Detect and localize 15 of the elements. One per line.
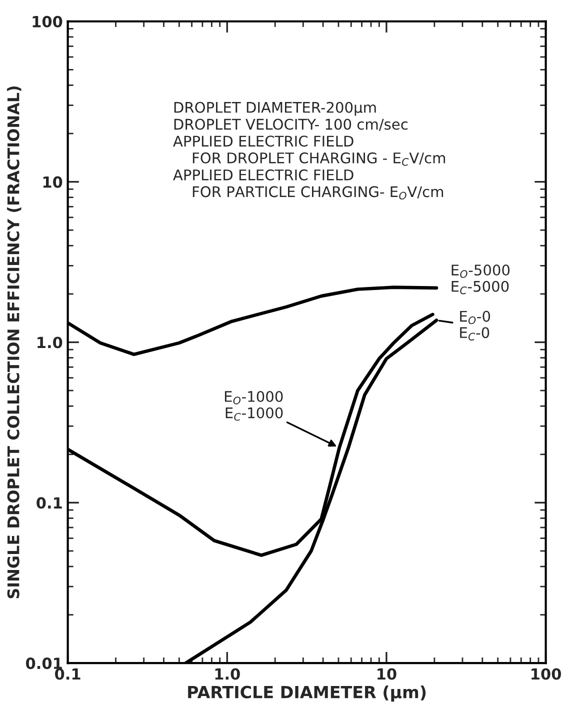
x-tick-label: 1.0 [215, 668, 240, 680]
x-tick-label: 100 [532, 668, 562, 680]
annotation: E$_{O}$-5000 E$_{C}$-5000 [452, 264, 510, 294]
annotation: E$_{O}$-1000 E$_{C}$-1000 [224, 390, 283, 421]
y-tick-label: 10 [43, 176, 62, 188]
x-axis-title: PARTICLE DIAMETER (μm) [188, 686, 426, 702]
x-tick-label: 0.1 [55, 668, 80, 680]
y-tick-label: 100 [32, 16, 62, 28]
annotation: E$_{O}$-0 E$_{C}$-0 [460, 310, 490, 340]
y-axis-title: SINGLE DROPLET COLLECTION EFFICIENCY (FRACTIONAL) [7, 86, 22, 598]
y-tick-label: 0.01 [26, 658, 62, 670]
y-tick-label: 1.0 [38, 336, 62, 348]
y-tick-label: 0.1 [36, 497, 62, 509]
text: DROPLET DIAMETER-200μm DROPLET VELOCITY- 100 cm/sec APPLIED ELECTRIC FIELD FOR DROPLET CHARGING - E$_{C}$V/cm APPLIED ELECTRIC FIELD FOR PARTICLE CHARGING- E$_{O}$V/cm [173, 102, 446, 200]
x-tick-label: 10 [378, 668, 396, 680]
